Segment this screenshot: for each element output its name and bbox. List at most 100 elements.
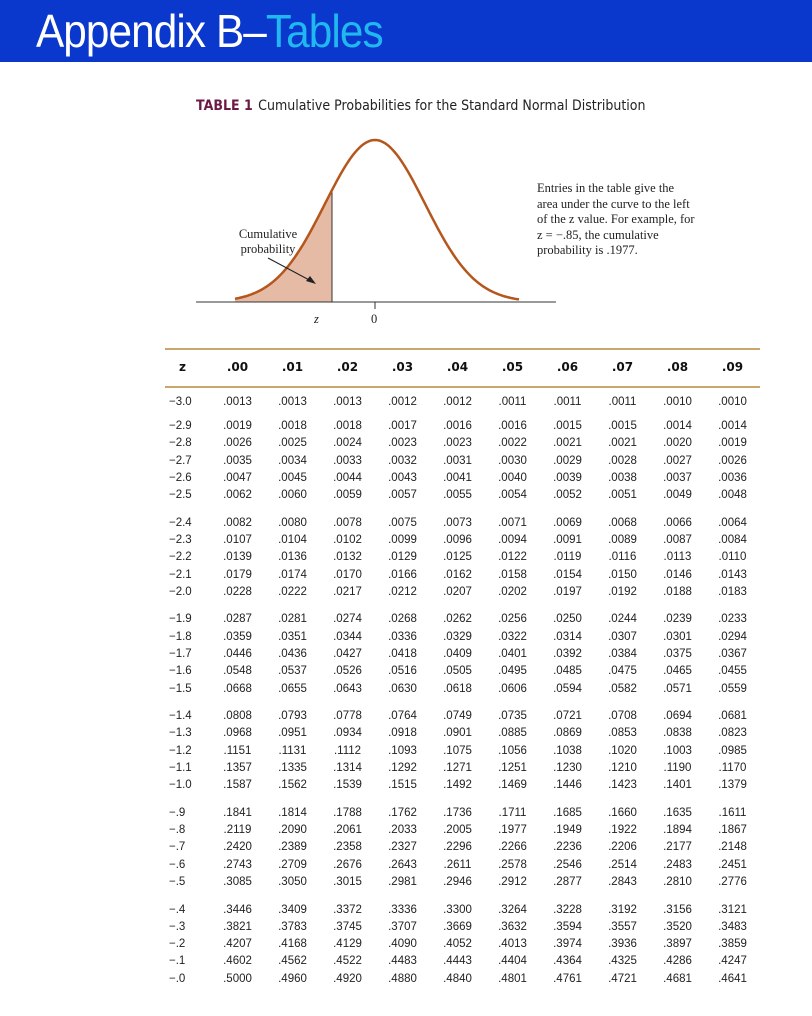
probability-cell: .3483 [718,920,747,933]
probability-cell: .1685 [553,806,582,819]
probability-cell: .0036 [718,471,747,484]
probability-cell: .0087 [663,534,692,546]
probability-cell: .2420 [223,841,252,854]
z-value: −2.2 [169,551,192,564]
probability-cell: .0020 [663,437,692,450]
probability-cell: .0102 [333,534,362,546]
probability-cell: .0436 [278,648,307,660]
probability-cell: .0091 [553,534,582,546]
probability-cell: .1056 [498,744,527,757]
probability-cell: .1335 [278,762,307,774]
probability-cell: .0011 [498,396,527,408]
probability-cell: .0023 [388,437,417,450]
probability-cell: .0307 [608,630,637,643]
table-header-rule [165,386,760,388]
probability-cell: .0026 [223,437,252,450]
probability-cell: .0427 [333,648,362,660]
probability-cell: .0122 [498,551,527,564]
probability-cell: .0505 [443,665,472,678]
probability-cell: .0537 [278,665,307,678]
probability-cell: .0043 [388,471,417,484]
probability-cell: .0082 [223,516,252,529]
probability-cell: .0017 [388,420,417,432]
table-row: −2.1 .0179 .0174 .0170 .0166 .0162 .0158 .0154.… [165,569,760,581]
probability-cell: .0015 [553,420,582,432]
table-row: −2.0 .0228 .0222 .0217 .0212 .0207 .0202 .0197.… [165,586,760,598]
table-row: −1.4 .0808 .0793 .0778 .0764 .0749 .0735 .0721.… [165,710,760,722]
probability-cell: .2236 [553,841,582,854]
probability-cell: .0375 [663,648,692,660]
probability-cell: .2912 [498,876,527,888]
probability-cell: .0985 [718,744,747,757]
probability-cell: .0418 [388,648,417,660]
probability-cell: .2676 [333,858,362,871]
z-value: −1.3 [169,727,192,740]
probability-cell: .0012 [443,396,472,408]
probability-cell: .0016 [498,420,527,432]
probability-cell: .0244 [608,613,637,626]
table-row: −1.6 .0548 .0537 .0526 .0516 .0505 .0495 .0485.… [165,665,760,677]
probability-cell: .0018 [278,420,307,432]
probability-cell: .1151 [223,744,252,757]
probability-cell: .1492 [443,779,472,792]
probability-cell: .0869 [553,727,582,740]
header-col: .00 [226,360,249,374]
z-value: −3.0 [169,396,192,408]
probability-cell: .0643 [333,682,362,695]
probability-cell: .2578 [498,858,527,871]
probability-cell: .0838 [663,727,692,740]
probability-cell: .1977 [498,824,527,837]
probability-cell: .0033 [333,454,362,467]
probability-cell: .2206 [608,841,637,854]
probability-cell: .0681 [718,710,747,723]
probability-cell: .0139 [223,551,252,564]
probability-cell: .0071 [498,516,527,529]
probability-cell: .1711 [498,806,527,819]
probability-cell: .0735 [498,710,527,723]
probability-cell: .0170 [333,568,362,581]
probability-cell: .1314 [333,762,362,774]
probability-cell: .0934 [333,727,362,740]
probability-cell: .0951 [278,727,307,740]
probability-cell: .0084 [718,534,747,546]
probability-cell: .4286 [663,955,692,968]
probability-cell: .4247 [718,955,747,968]
probability-cell: .0073 [443,516,472,529]
table-row: −2.6 .0047 .0045 .0044 .0043 .0041 .0040 .0039.… [165,472,760,484]
table-explanation-note: Entries in the table give the area under… [537,181,695,257]
probability-cell: .1020 [608,744,637,757]
z-value: −.2 [169,938,186,951]
probability-cell: .0233 [718,613,747,626]
normal-curve [234,138,520,301]
probability-cell: .0011 [553,396,582,408]
probability-cell: .0853 [608,727,637,740]
probability-cell: .0749 [443,710,472,723]
probability-cell: .0047 [223,471,252,484]
z-value: −1.0 [169,779,192,792]
table-row: −.4 .3446 .3409 .3372 .3336 .3300 .3264 .3228 .3… [165,904,760,916]
table-row: −2.5 .0062 .0060 .0059 .0057 .0055 .0054 .0052.… [165,489,760,501]
probability-cell: .3897 [663,938,692,951]
probability-cell: .0049 [663,489,692,502]
probability-cell: .0571 [663,682,692,695]
probability-cell: .0694 [663,710,692,723]
probability-cell: .0010 [663,396,692,408]
probability-cell: .0089 [608,534,637,546]
probability-cell: .0212 [388,585,417,598]
probability-cell: .1539 [333,779,362,792]
probability-cell: .3085 [223,876,252,888]
probability-cell: .0274 [333,613,362,626]
probability-cell: .3594 [553,920,582,933]
appendix-title: Appendix B–Tables [36,2,384,60]
probability-cell: .0401 [498,648,527,660]
probability-cell: .1423 [608,779,637,792]
probability-cell: .0455 [718,665,747,678]
z-value: −.5 [169,876,186,888]
probability-cell: .0336 [388,630,417,643]
probability-cell: .0104 [278,534,307,546]
cumulative-probability-label: Cumulative probability [238,227,298,256]
probability-cell: .0287 [223,613,252,626]
probability-cell: .0301 [663,630,692,643]
probability-cell: .4129 [333,938,362,951]
probability-cell: .0125 [443,551,472,564]
